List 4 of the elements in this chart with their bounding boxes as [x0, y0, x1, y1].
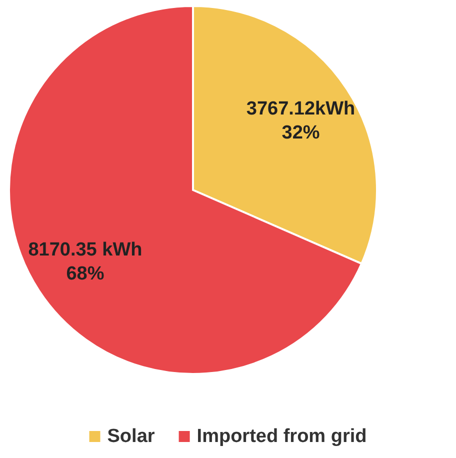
- data-label: 8170.35 kWh 68%: [28, 240, 142, 285]
- legend-label: Imported from grid: [196, 426, 367, 447]
- data-label: 3767.12kWh 32%: [246, 98, 356, 144]
- legend-label: Solar: [107, 426, 156, 447]
